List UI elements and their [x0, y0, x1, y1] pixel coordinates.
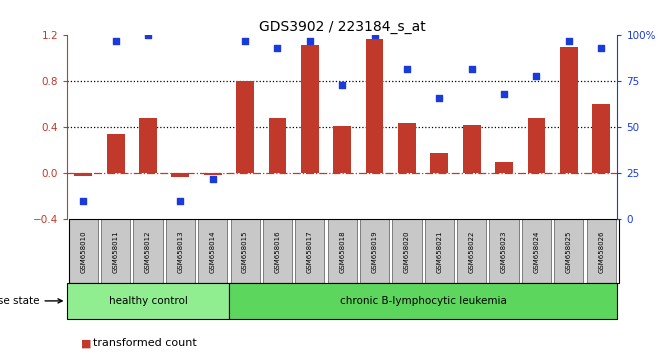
Text: GSM658013: GSM658013	[177, 230, 183, 273]
Text: GSM658023: GSM658023	[501, 230, 507, 273]
Bar	[268, 118, 287, 173]
Bar	[586, 219, 616, 283]
Text: GSM658010: GSM658010	[81, 230, 87, 273]
Bar	[172, 173, 189, 177]
Text: ■: ■	[81, 338, 91, 348]
Bar	[295, 219, 324, 283]
Title: GDS3902 / 223184_s_at: GDS3902 / 223184_s_at	[259, 21, 425, 34]
Bar	[327, 219, 357, 283]
Text: GSM658011: GSM658011	[113, 230, 119, 273]
Point	[78, 198, 89, 204]
Point	[110, 38, 121, 44]
Bar	[67, 283, 229, 319]
Bar	[198, 219, 227, 283]
Point	[499, 91, 509, 97]
Text: GSM658016: GSM658016	[274, 230, 280, 273]
Text: GSM658014: GSM658014	[210, 230, 216, 273]
Bar	[457, 219, 486, 283]
Text: GSM658012: GSM658012	[145, 230, 151, 273]
Point	[466, 66, 477, 72]
Point	[596, 45, 607, 51]
Bar	[229, 283, 617, 319]
Bar	[366, 39, 384, 173]
Bar	[166, 219, 195, 283]
Bar	[560, 47, 578, 173]
Text: healthy control: healthy control	[109, 296, 187, 306]
Bar	[430, 153, 448, 173]
Point	[401, 66, 412, 72]
Point	[531, 73, 541, 79]
Text: GSM658015: GSM658015	[242, 230, 248, 273]
Bar	[134, 219, 162, 283]
Text: disease state: disease state	[0, 296, 62, 306]
Bar	[425, 219, 454, 283]
Bar	[360, 219, 389, 283]
Text: GSM658017: GSM658017	[307, 230, 313, 273]
Bar	[592, 104, 610, 173]
Point	[143, 33, 154, 38]
Bar	[554, 219, 583, 283]
Bar	[236, 81, 254, 173]
Bar	[489, 219, 519, 283]
Text: GSM658024: GSM658024	[533, 230, 539, 273]
Bar	[231, 219, 260, 283]
Bar	[393, 219, 421, 283]
Text: chronic B-lymphocytic leukemia: chronic B-lymphocytic leukemia	[340, 296, 507, 306]
Bar	[101, 219, 130, 283]
Bar	[301, 45, 319, 173]
Bar	[204, 173, 221, 175]
Text: GSM658021: GSM658021	[436, 230, 442, 273]
Point	[337, 82, 348, 88]
Bar	[527, 118, 546, 173]
Text: GSM658019: GSM658019	[372, 230, 378, 273]
Bar	[107, 134, 125, 173]
Bar	[263, 219, 292, 283]
Bar	[333, 126, 351, 173]
Point	[240, 38, 250, 44]
Point	[305, 38, 315, 44]
Point	[434, 95, 445, 101]
Text: GSM658018: GSM658018	[340, 230, 345, 273]
Point	[564, 38, 574, 44]
Point	[272, 45, 283, 51]
Text: transformed count: transformed count	[93, 338, 197, 348]
Point	[369, 33, 380, 38]
Bar	[74, 173, 92, 176]
Text: GSM658025: GSM658025	[566, 230, 572, 273]
Bar	[398, 123, 416, 173]
Bar	[139, 118, 157, 173]
Text: GSM658020: GSM658020	[404, 230, 410, 273]
Bar	[522, 219, 551, 283]
Bar	[495, 162, 513, 173]
Bar	[68, 219, 98, 283]
Point	[175, 198, 186, 204]
Text: GSM658022: GSM658022	[468, 230, 474, 273]
Text: GSM658026: GSM658026	[598, 230, 604, 273]
Point	[207, 176, 218, 182]
Bar	[463, 125, 480, 173]
